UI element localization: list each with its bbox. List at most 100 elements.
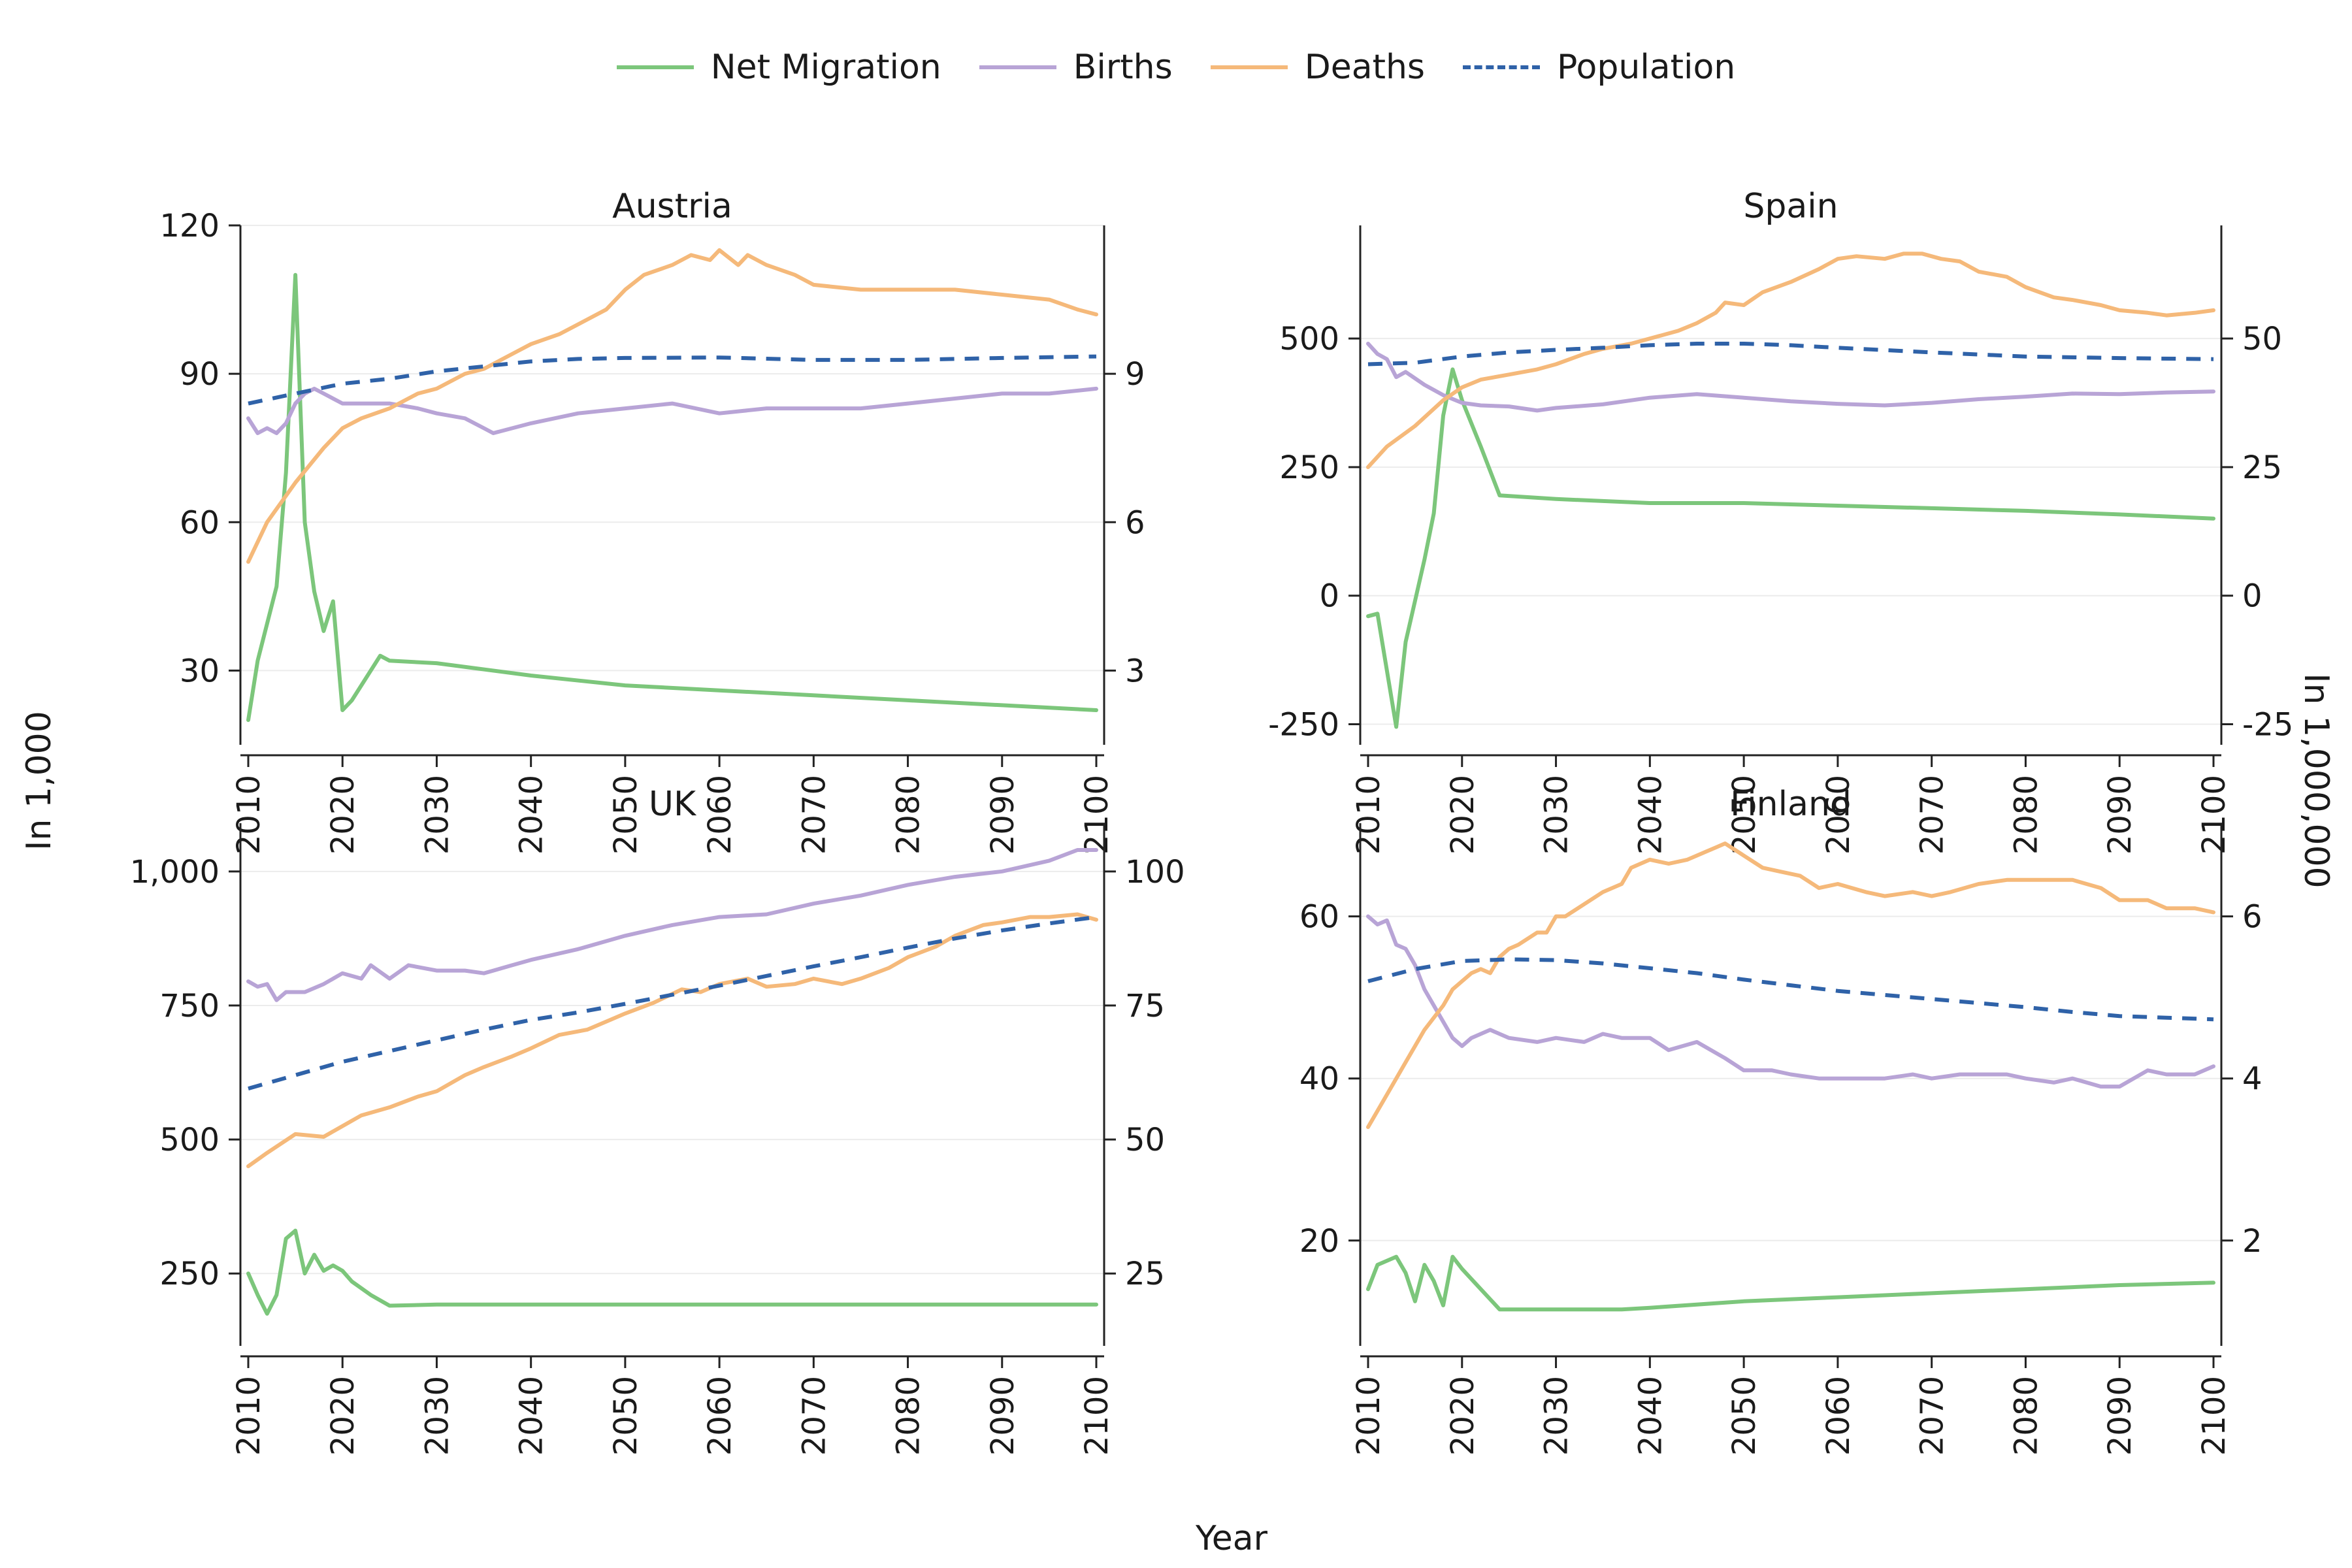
y-right-tick-label-uk-3: 100 — [1125, 854, 1185, 890]
y-left-tick-label-finland-2: 60 — [1299, 899, 1339, 936]
y-right-tick-label-austria-2: 9 — [1125, 356, 1145, 393]
legend-item-net-migration: Net Migration — [616, 48, 941, 87]
legend-item-births: Births — [979, 48, 1173, 87]
x-tick-label-finland-9: 2100 — [2196, 1376, 2232, 1456]
series-line-austria-population — [248, 354, 1097, 406]
y-right-tick-label-uk-2: 75 — [1125, 988, 1165, 1024]
x-tick-label-austria-3: 2040 — [514, 775, 550, 855]
series-line-uk-net-migration — [246, 1228, 1098, 1316]
x-tick-label-spain-1: 2020 — [1445, 775, 1481, 855]
x-tick-label-finland-7: 2080 — [2008, 1376, 2044, 1456]
y-left-tick-label-austria-3: 120 — [159, 208, 220, 244]
x-tick-label-austria-4: 2050 — [608, 775, 644, 855]
x-tick-label-finland-4: 2050 — [1726, 1376, 1763, 1456]
y-right-tick-label-uk-1: 50 — [1125, 1122, 1165, 1158]
panel-uk: UK 250 500 750 1,000 25 50 75 100 2010 2020 2030 204… — [130, 785, 1185, 1456]
y-left-tick-label-spain-3: 500 — [1279, 321, 1339, 357]
x-tick-label-austria-7: 2080 — [890, 775, 927, 855]
y-left-tick-label-spain-0: -250 — [1268, 707, 1339, 743]
y-right-tick-label-spain-1: 0 — [2242, 578, 2262, 615]
y-left-tick-label-spain-2: 250 — [1279, 449, 1339, 486]
y-right-tick-label-austria-1: 6 — [1125, 504, 1145, 541]
legend-swatch-net-migration — [616, 65, 694, 69]
x-tick-label-spain-5: 2060 — [1820, 775, 1857, 855]
series-line-spain-net-migration — [1366, 367, 2215, 729]
y-left-tick-label-uk-0: 250 — [159, 1256, 220, 1292]
x-tick-label-spain-6: 2070 — [1914, 775, 1951, 855]
y-right-tick-label-spain-3: 50 — [2242, 321, 2282, 357]
y-axis-right-title: In 1,000,000 — [2296, 673, 2336, 889]
legend-item-population: Population — [1463, 48, 1735, 87]
x-axis-title: Year — [1195, 1519, 1268, 1558]
x-tick-label-spain-8: 2090 — [2102, 775, 2138, 855]
x-tick-label-uk-4: 2050 — [608, 1376, 644, 1456]
y-left-tick-label-finland-1: 40 — [1299, 1061, 1339, 1098]
y-right-tick-label-spain-0: -25 — [2242, 707, 2293, 743]
series-line-finland-net-migration — [1366, 1254, 2215, 1312]
y-left-tick-label-uk-3: 1,000 — [130, 854, 220, 890]
y-right-tick-label-finland-0: 2 — [2242, 1223, 2262, 1260]
panel-title-austria: Austria — [612, 187, 732, 226]
series-line-spain-deaths — [1366, 252, 2215, 469]
x-tick-label-finland-1: 2020 — [1445, 1376, 1481, 1456]
panel-austria: Austria 30 60 90 120 3 6 9 2010 2020 2030 2040 2050 2… — [159, 187, 1145, 855]
x-tick-label-uk-2: 2030 — [419, 1376, 455, 1456]
x-tick-label-uk-1: 2020 — [325, 1376, 361, 1456]
legend-swatch-births — [979, 65, 1056, 69]
legend: Net Migration Births Deaths Population — [0, 38, 2352, 97]
legend-swatch-population — [1463, 65, 1541, 69]
x-tick-label-austria-1: 2020 — [325, 775, 361, 855]
x-tick-label-spain-9: 2100 — [2196, 775, 2232, 855]
series-line-finland-births — [1366, 914, 2215, 1089]
x-tick-label-finland-0: 2010 — [1350, 1376, 1387, 1456]
legend-label-net-migration: Net Migration — [710, 48, 941, 87]
x-tick-label-uk-6: 2070 — [796, 1376, 832, 1456]
series-line-austria-births — [246, 386, 1098, 435]
x-tick-label-finland-3: 2040 — [1632, 1376, 1669, 1456]
x-tick-label-austria-6: 2070 — [796, 775, 832, 855]
series-line-uk-births — [246, 848, 1098, 1002]
x-tick-label-uk-5: 2060 — [702, 1376, 738, 1456]
legend-label-births: Births — [1073, 48, 1173, 87]
y-left-tick-label-finland-0: 20 — [1299, 1223, 1339, 1260]
x-tick-label-uk-9: 2100 — [1079, 1376, 1115, 1456]
y-right-tick-label-austria-0: 3 — [1125, 653, 1145, 689]
legend-label-population: Population — [1557, 48, 1736, 87]
x-tick-label-finland-6: 2070 — [1914, 1376, 1951, 1456]
panel-title-finland: Finland — [1730, 785, 1852, 824]
x-tick-label-austria-0: 2010 — [231, 775, 267, 855]
x-tick-label-austria-5: 2060 — [702, 775, 738, 855]
x-tick-label-uk-0: 2010 — [231, 1376, 267, 1456]
x-tick-label-finland-5: 2060 — [1820, 1376, 1857, 1456]
y-left-tick-label-spain-1: 0 — [1319, 578, 1339, 615]
x-tick-label-austria-9: 2100 — [1079, 775, 1115, 855]
y-left-tick-label-austria-1: 60 — [180, 504, 220, 541]
x-tick-label-finland-8: 2090 — [2102, 1376, 2138, 1456]
series-line-finland-population — [1367, 957, 2214, 1022]
y-right-tick-label-finland-2: 6 — [2242, 899, 2262, 936]
panel-title-uk: UK — [649, 785, 697, 824]
x-tick-label-spain-7: 2080 — [2008, 775, 2044, 855]
series-line-uk-population — [248, 915, 1097, 1091]
y-right-tick-label-spain-2: 25 — [2242, 449, 2282, 486]
series-line-austria-deaths — [246, 248, 1098, 564]
y-left-tick-label-austria-0: 30 — [180, 653, 220, 689]
series-line-spain-population — [1367, 342, 2214, 367]
x-tick-label-uk-3: 2040 — [514, 1376, 550, 1456]
x-tick-label-uk-8: 2090 — [985, 1376, 1021, 1456]
x-tick-label-finland-2: 2030 — [1539, 1376, 1575, 1456]
series-line-finland-deaths — [1366, 841, 2215, 1130]
x-tick-label-spain-3: 2040 — [1632, 775, 1669, 855]
x-tick-label-austria-2: 2030 — [419, 775, 455, 855]
y-left-tick-label-austria-2: 90 — [180, 356, 220, 393]
series-line-austria-net-migration — [246, 272, 1098, 723]
series-line-spain-births — [1366, 342, 2215, 413]
series-line-uk-deaths — [246, 912, 1098, 1169]
y-right-tick-label-uk-0: 25 — [1125, 1256, 1165, 1292]
legend-label-deaths: Deaths — [1304, 48, 1426, 87]
y-left-tick-label-uk-2: 750 — [159, 988, 220, 1024]
